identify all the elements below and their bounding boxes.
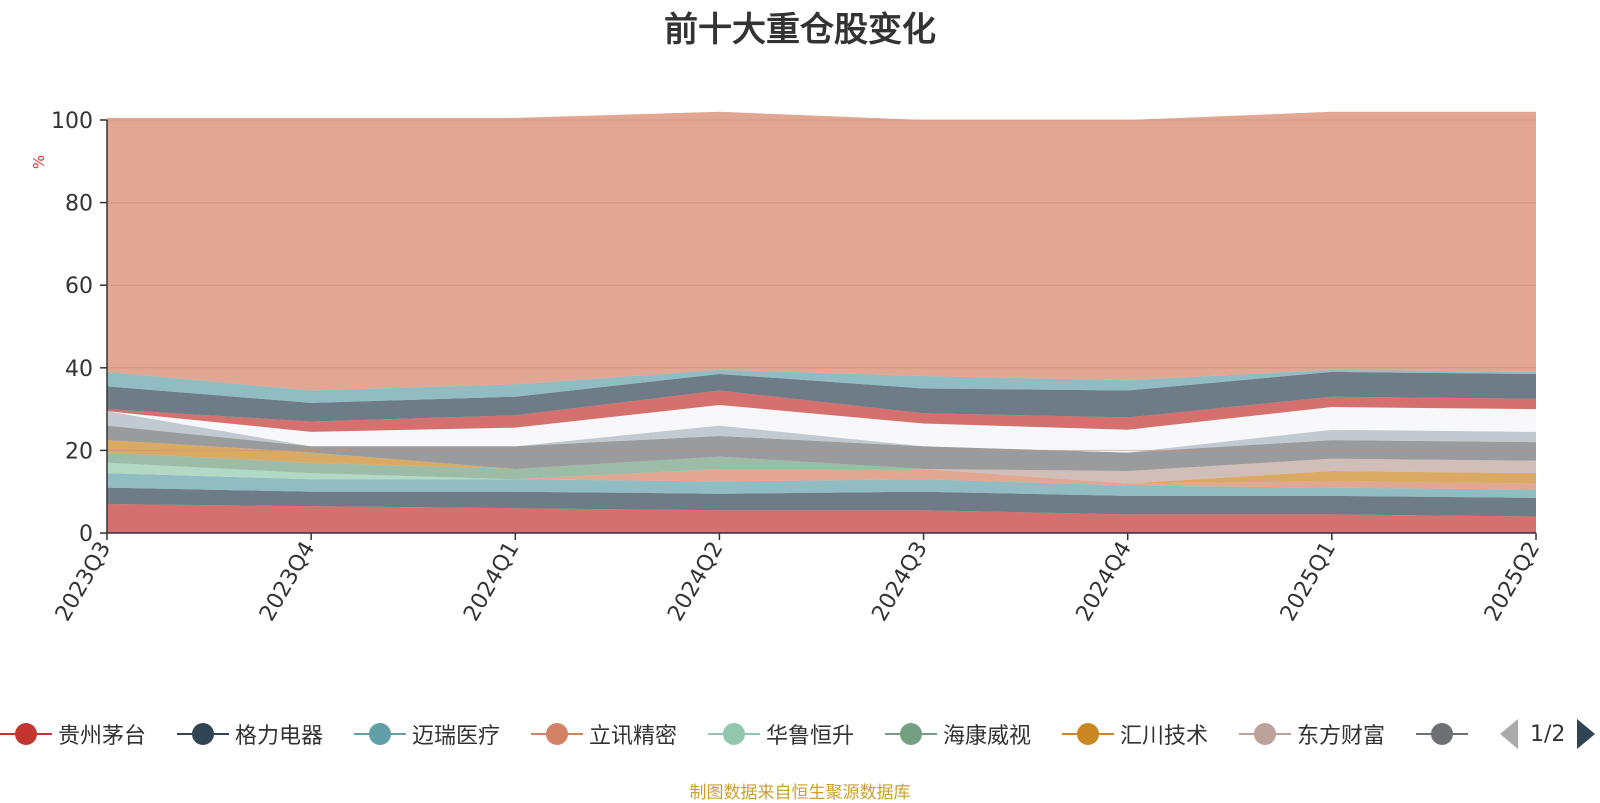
y-tick-label: 100 — [51, 109, 93, 134]
x-tick-label: 2025Q2 — [1480, 538, 1545, 626]
area-series-4 — [107, 462, 1536, 484]
area-series-10 — [107, 404, 1536, 453]
y-axis-label: % — [30, 155, 48, 169]
legend-symbol-icon — [885, 723, 937, 745]
area-series-group — [107, 111, 1536, 533]
x-tick-label: 2024Q3 — [867, 538, 932, 626]
legend-item[interactable]: 东方财富 — [1239, 716, 1385, 752]
area-series-13 — [107, 369, 1536, 403]
legend-symbol-icon — [1416, 723, 1468, 745]
stacked-area-chart: 0 20 40 60 80 100% 2023Q3 2023Q4 2024Q1 2024Q2 202… — [30, 109, 1545, 626]
legend-label: 东方财富 — [1297, 724, 1386, 749]
area-series-8 — [107, 425, 1536, 472]
legend-next-page-button[interactable] — [1577, 719, 1596, 749]
legend-item[interactable] — [1416, 716, 1474, 752]
legend-item[interactable]: 迈瑞医疗 — [354, 716, 500, 752]
x-tick-label: 2023Q3 — [51, 538, 116, 626]
legend-symbol-icon — [177, 723, 229, 745]
y-tick-label: 0 — [79, 522, 93, 547]
area-series-11 — [107, 390, 1536, 432]
legend-pager: 1/2 — [1500, 716, 1596, 752]
legend-label: 华鲁恒升 — [766, 724, 855, 749]
legend-symbol-icon — [354, 723, 406, 745]
legend-symbol-icon — [1239, 723, 1291, 745]
x-tick-label: 2024Q4 — [1072, 538, 1137, 626]
legend-symbol-icon — [531, 723, 583, 745]
chart-title: 前十大重仓股变化 — [664, 10, 936, 50]
legend-item[interactable]: 华鲁恒升 — [708, 716, 854, 752]
legend-label: 汇川技术 — [1120, 724, 1209, 749]
x-tick-label: 2024Q1 — [459, 538, 524, 626]
area-series-12 — [107, 371, 1536, 422]
area-series-14 — [107, 111, 1536, 391]
legend-label: 立讯精密 — [589, 724, 678, 749]
area-series-1 — [107, 487, 1536, 517]
legend-label: 海康威视 — [943, 724, 1032, 749]
area-series-0 — [107, 504, 1536, 533]
source-note: 制图数据来自恒生聚源数据库 — [689, 783, 911, 803]
legend-label: 贵州茅台 — [58, 724, 147, 749]
legend-page-indicator: 1/2 — [1530, 721, 1566, 747]
area-series-6 — [107, 440, 1536, 484]
legend-prev-page-button[interactable] — [1500, 719, 1518, 749]
legend-item[interactable]: 海康威视 — [885, 716, 1031, 752]
x-tick-label: 2024Q2 — [663, 538, 728, 626]
x-tick-label: 2023Q4 — [255, 538, 320, 626]
legend-symbol-icon — [0, 723, 52, 745]
legend-item[interactable]: 贵州茅台 — [0, 716, 146, 752]
legend-label: 迈瑞医疗 — [412, 724, 501, 749]
legend-item[interactable]: 汇川技术 — [1062, 716, 1208, 752]
y-tick-label: 80 — [65, 192, 93, 217]
legend-item[interactable]: 立讯精密 — [531, 716, 677, 752]
x-tick-label: 2025Q1 — [1276, 538, 1341, 626]
area-series-5 — [107, 452, 1536, 484]
y-tick-label: 60 — [65, 274, 93, 299]
legend: 贵州茅台 格力电器 迈瑞医疗 立讯精密 华鲁恒升 海康威视 汇川技术 东方财富 — [0, 716, 1600, 752]
grid-lines — [107, 119, 1536, 451]
legend-symbol-icon — [1062, 723, 1114, 745]
legend-symbol-icon — [708, 723, 760, 745]
legend-item[interactable]: 格力电器 — [177, 716, 323, 752]
area-series-3 — [107, 468, 1536, 490]
legend-label: 格力电器 — [235, 724, 324, 749]
y-tick-label: 40 — [65, 357, 93, 382]
y-tick-label: 20 — [65, 439, 93, 464]
area-series-7 — [107, 440, 1536, 484]
